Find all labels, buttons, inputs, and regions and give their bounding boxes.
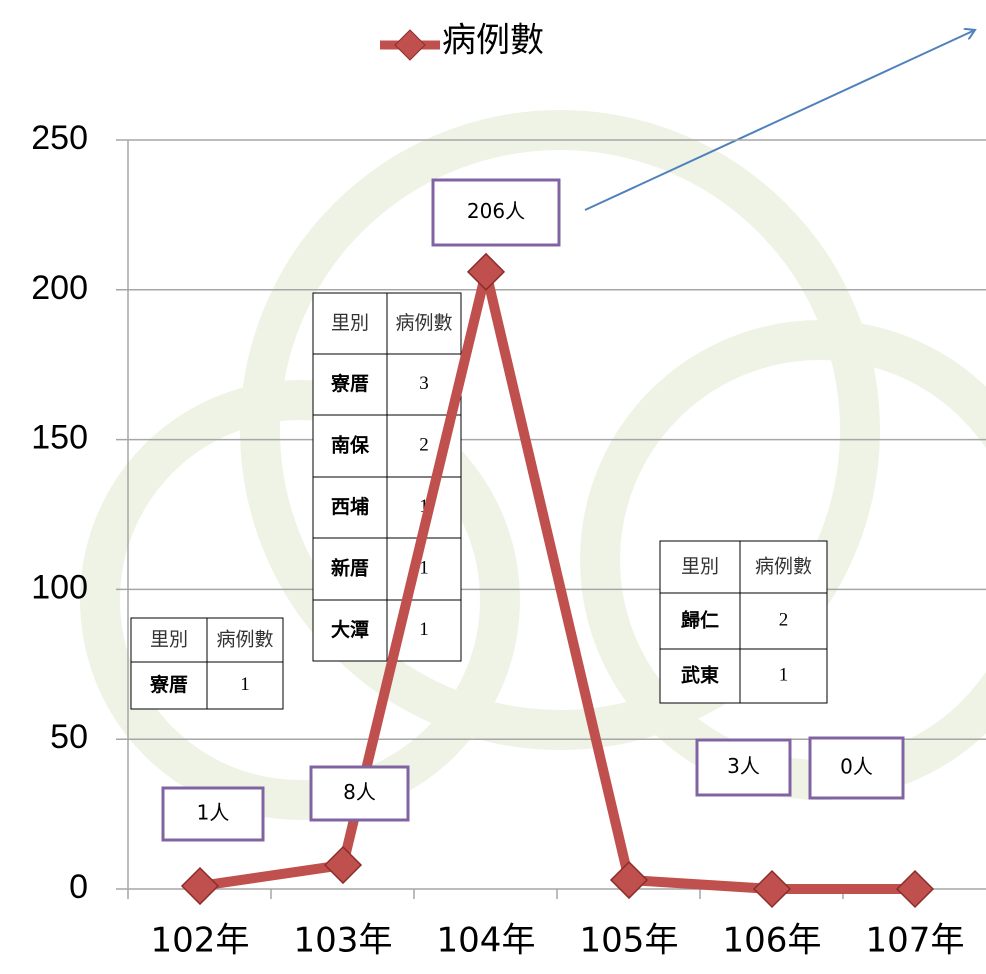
table-cell: 武東: [681, 664, 719, 687]
table-cell: 2: [779, 609, 789, 630]
value-label-box: [309, 765, 410, 822]
marker: [609, 860, 649, 900]
table-cell: 南保: [331, 434, 370, 457]
table-cell: 1: [779, 664, 789, 685]
marker: [323, 845, 363, 885]
x-tick-label: 107年: [866, 921, 965, 961]
table-cell: 3: [419, 373, 429, 394]
value-label: 8人: [343, 780, 376, 804]
table-cell: 歸仁: [681, 609, 719, 632]
y-tick-label: 250: [31, 119, 88, 157]
x-tick-label: 102年: [151, 921, 250, 961]
table-cell: 1: [419, 496, 429, 517]
arrow: [584, 30, 975, 211]
table-cell: 西埔: [331, 495, 369, 518]
table-header: 病例數: [755, 556, 812, 578]
x-tick-label: 104年: [437, 921, 536, 961]
y-tick-label: 50: [50, 718, 88, 756]
value-label: 0人: [840, 755, 873, 779]
legend-label: 病例數: [442, 21, 544, 61]
table-background: [659, 540, 828, 704]
x-tick-label: 106年: [723, 921, 822, 961]
table-header: 病例數: [395, 312, 452, 334]
table-cell: 寮厝: [149, 673, 188, 696]
table-cell: 1: [419, 619, 429, 640]
marker: [752, 869, 792, 909]
table-header: 里別: [331, 312, 369, 334]
table-header: 里別: [150, 629, 188, 651]
table-cell: 2: [419, 434, 429, 455]
marker: [466, 252, 506, 291]
table-cell: 1: [419, 557, 429, 578]
table-cell: 新厝: [331, 557, 369, 580]
table-cell: 寮厝: [330, 372, 369, 395]
y-tick-label: 100: [31, 568, 88, 606]
value-label-box: [431, 178, 561, 247]
value-label: 3人: [727, 754, 760, 778]
y-tick-label: 200: [31, 269, 88, 307]
legend-marker: [394, 29, 426, 61]
marker: [895, 869, 935, 909]
value-label-box: [808, 736, 905, 800]
series-line: [199, 266, 915, 894]
y-tick-label: 0: [69, 868, 88, 906]
value-label-box: [695, 738, 792, 797]
marker: [180, 866, 220, 906]
value-label-box: [161, 786, 265, 842]
table-cell: 1: [240, 674, 250, 695]
table-header: 病例數: [216, 629, 273, 651]
table-cell: 大潭: [331, 618, 369, 641]
table-header: 里別: [681, 556, 719, 578]
x-tick-label: 105年: [580, 921, 679, 961]
value-label: 206人: [467, 199, 525, 223]
x-tick-label: 103年: [294, 921, 393, 961]
value-label: 1人: [197, 801, 230, 825]
y-tick-label: 150: [31, 419, 88, 457]
